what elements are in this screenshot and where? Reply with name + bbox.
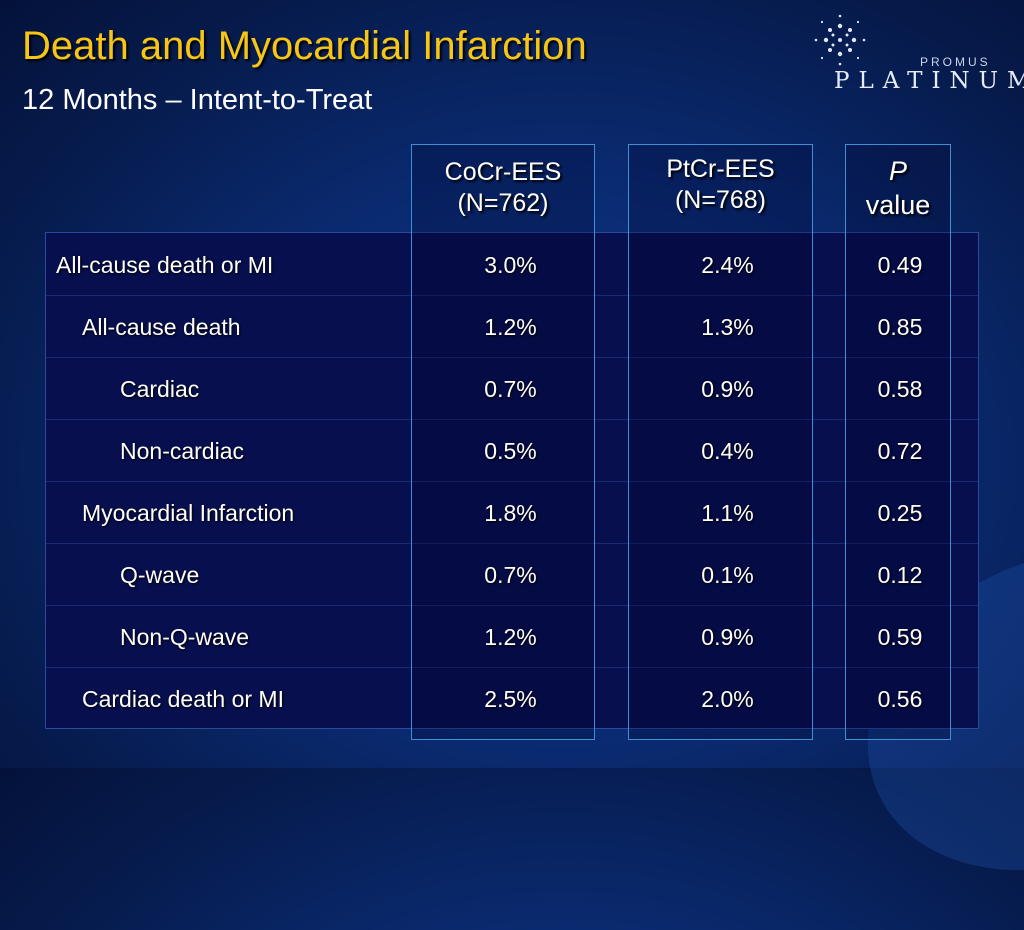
row-divider [46, 605, 978, 606]
cell-p-value: 0.49 [877, 252, 923, 278]
column-header-p-value: P value [845, 154, 951, 222]
row-label-all-cause-death: All-cause death [82, 314, 241, 340]
cell-p-value: 0.85 [877, 314, 923, 340]
ptcr-column-box [628, 144, 813, 740]
cell-p-value: 0.25 [877, 500, 923, 526]
column-header-ptcr-n: (N=768) [674, 186, 766, 214]
cell-ptcr: 2.0% [701, 686, 754, 712]
cell-cocr: 0.7% [484, 376, 537, 402]
cell-cocr: 0.5% [484, 438, 537, 464]
row-divider [46, 295, 978, 296]
cell-ptcr: 0.1% [701, 562, 754, 588]
row-divider [46, 543, 978, 544]
cell-cocr: 1.2% [484, 624, 537, 650]
cell-ptcr: 2.4% [701, 252, 754, 278]
row-label-non-cardiac: Non-cardiac [120, 438, 244, 464]
column-header-cocr: CoCr-EES (N=762) [411, 157, 595, 219]
column-header-p: P [888, 156, 907, 186]
logo-promus-text: PROMUS [920, 55, 991, 69]
cell-ptcr: 0.9% [701, 376, 754, 402]
column-header-cocr-name: CoCr-EES [444, 158, 562, 186]
cell-p-value: 0.12 [877, 562, 923, 588]
slide-subtitle: 12 Months – Intent-to-Treat [22, 84, 373, 116]
row-label-myocardial-infarction: Myocardial Infarction [82, 500, 295, 526]
promus-platinum-logo: PROMUS PLATINUM [800, 10, 1024, 100]
results-table [45, 232, 979, 729]
cell-ptcr: 0.9% [701, 624, 754, 650]
cell-p-value: 0.72 [877, 438, 923, 464]
column-header-ptcr-name: PtCr-EES [666, 155, 775, 183]
row-label-cardiac-death-or-mi: Cardiac death or MI [82, 686, 284, 712]
starburst-icon [814, 14, 866, 66]
cell-p-value: 0.59 [877, 624, 923, 650]
row-divider [46, 419, 978, 420]
p-value-column-box [845, 144, 951, 740]
column-header-ptcr: PtCr-EES (N=768) [628, 154, 813, 216]
cell-cocr: 1.2% [484, 314, 537, 340]
cocr-column-box [411, 144, 595, 740]
cell-cocr: 2.5% [484, 686, 537, 712]
cell-cocr: 1.8% [484, 500, 537, 526]
cell-ptcr: 1.3% [701, 314, 754, 340]
row-label-q-wave: Q-wave [120, 562, 200, 588]
cell-cocr: 3.0% [484, 252, 537, 278]
cell-cocr: 0.7% [484, 562, 537, 588]
row-divider [46, 667, 978, 668]
cell-p-value: 0.58 [877, 376, 923, 402]
cell-ptcr: 1.1% [701, 500, 754, 526]
row-label-cardiac: Cardiac [120, 376, 200, 402]
row-label-all-cause-death-or-mi: All-cause death or MI [56, 252, 274, 278]
cell-ptcr: 0.4% [701, 438, 754, 464]
column-header-value: value [865, 190, 931, 220]
row-divider [46, 357, 978, 358]
logo-platinum-text: PLATINUM [834, 68, 1024, 94]
slide-title: Death and Myocardial Infarction [22, 24, 587, 68]
row-divider [46, 481, 978, 482]
column-header-cocr-n: (N=762) [457, 189, 549, 217]
row-label-non-q-wave: Non-Q-wave [120, 624, 250, 650]
cell-p-value: 0.56 [877, 686, 923, 712]
